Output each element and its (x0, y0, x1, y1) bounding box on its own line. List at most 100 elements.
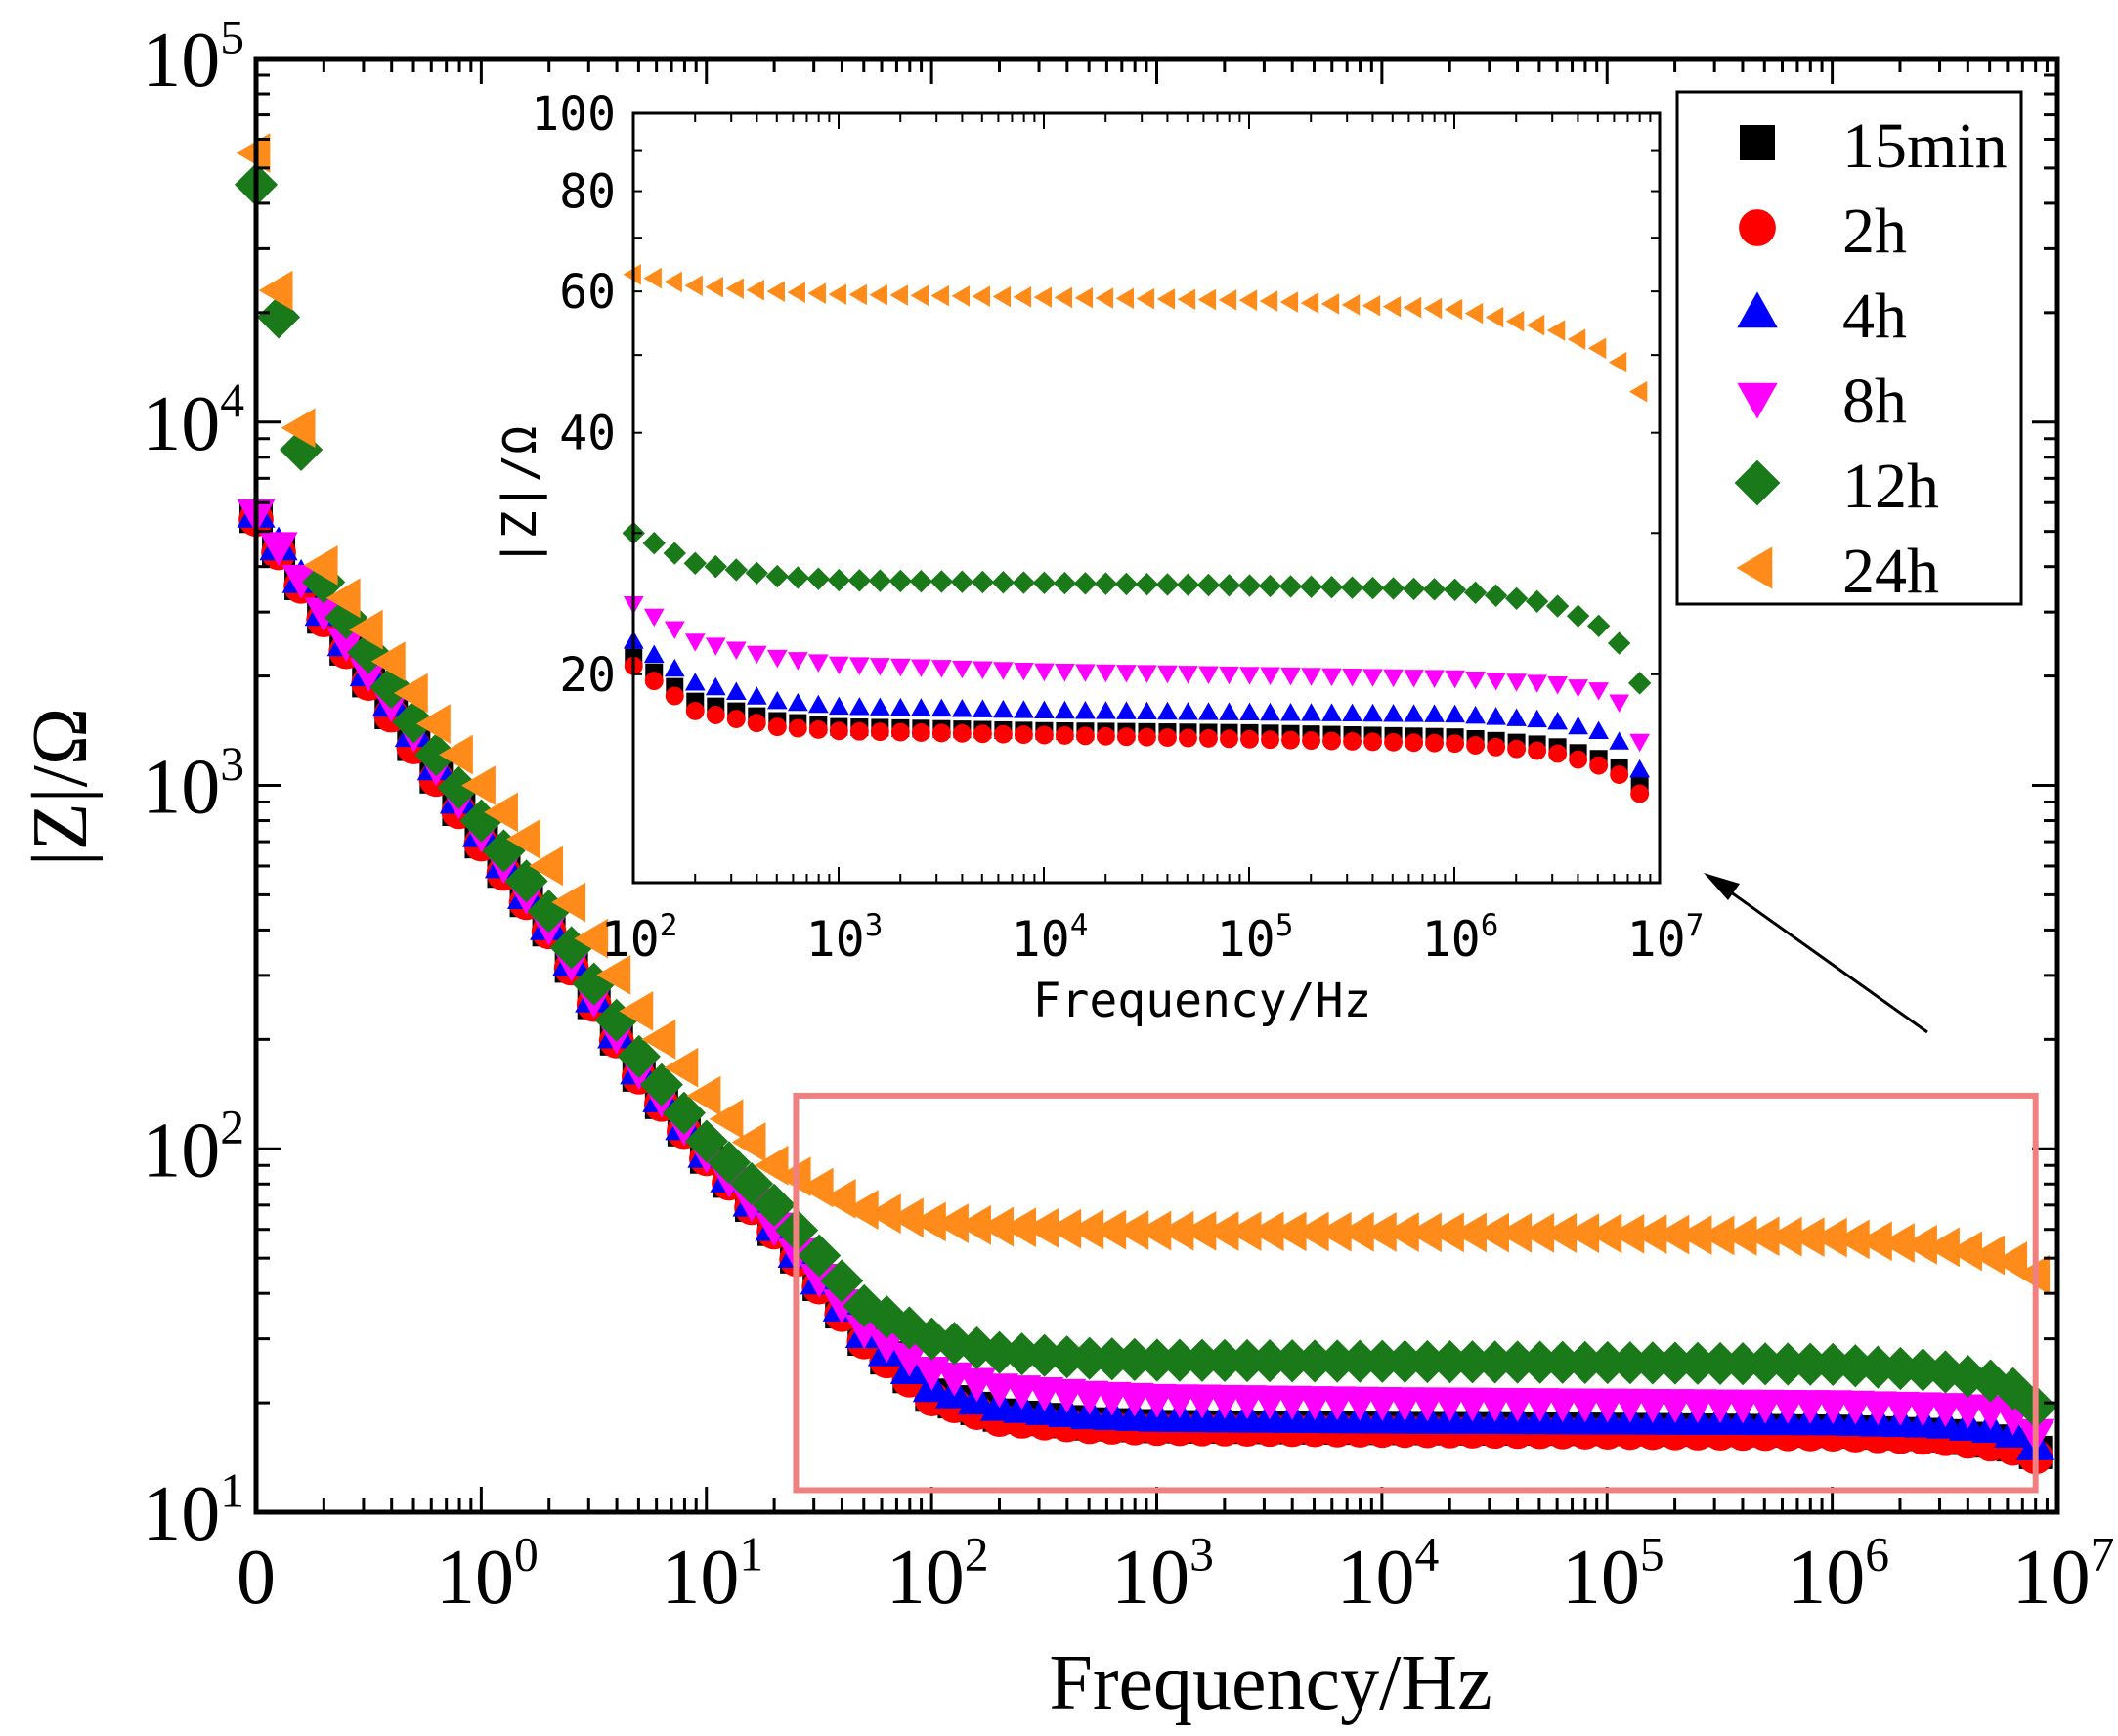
data-point (806, 567, 831, 590)
data-point (1589, 756, 1609, 775)
data-point (888, 1197, 924, 1238)
x-tick-label: 100 (436, 1527, 539, 1621)
data-point (1363, 732, 1382, 752)
data-point (929, 570, 954, 593)
data-point (1014, 700, 1034, 718)
main-x-axis-label: Frequency/Hz (1049, 1640, 1491, 1726)
data-point (1012, 571, 1036, 594)
data-point (755, 1212, 794, 1247)
data-point (1053, 571, 1077, 595)
inset-x-tick-label: 104 (1012, 908, 1089, 968)
data-point (1834, 1344, 1878, 1388)
data-point (1610, 1213, 1645, 1254)
data-point (684, 1119, 729, 1163)
data-point (1220, 729, 1238, 749)
data-point (392, 700, 436, 744)
x-tick-label: 101 (661, 1527, 763, 1621)
legend-label: 2h (1842, 195, 1907, 267)
data-point (820, 1259, 864, 1303)
data-point (709, 1099, 744, 1140)
inset-y-tick-label: 40 (559, 407, 616, 461)
data-point (952, 723, 972, 743)
data-point (1700, 1215, 1735, 1256)
inset-x-axis-label: Frequency/Hz (1033, 974, 1372, 1028)
data-point (706, 706, 725, 724)
data-point (1767, 1216, 1802, 1257)
inset-x-tick-label: 105 (1217, 908, 1294, 968)
legend-item-2h: 2h (1739, 195, 1907, 267)
data-point (729, 1161, 774, 1206)
data-point (1013, 286, 1032, 308)
data-point (766, 649, 788, 669)
data-point (482, 829, 526, 873)
data-point (1055, 725, 1074, 745)
data-point (1404, 704, 1424, 722)
data-point (1362, 1212, 1397, 1252)
data-point (1565, 1213, 1600, 1254)
legend-frame (1675, 90, 2023, 606)
data-point (705, 276, 723, 298)
data-point (1383, 669, 1404, 688)
data-point (619, 990, 654, 1031)
data-point (1609, 694, 1629, 713)
data-point (1301, 668, 1321, 686)
data-point (1361, 576, 1385, 600)
data-point (1342, 703, 1362, 722)
data-point (991, 571, 1016, 594)
data-point (527, 890, 571, 933)
data-point (1630, 784, 1650, 803)
data-point (664, 621, 685, 639)
data-point (725, 681, 747, 700)
data-point (1032, 571, 1057, 595)
data-point (506, 819, 541, 859)
data-point (807, 694, 829, 714)
data-point (236, 133, 271, 173)
data-point (1857, 1221, 1892, 1262)
data-point (1445, 670, 1465, 689)
data-point (1069, 1209, 1104, 1250)
data-point (1608, 351, 1627, 373)
data-point (930, 284, 950, 307)
data-point (867, 1328, 906, 1364)
data-point (1585, 1340, 1629, 1385)
data-point (890, 722, 910, 742)
data-point (1055, 664, 1075, 682)
data-point (1075, 664, 1096, 682)
data-point (1497, 1212, 1533, 1253)
data-point (849, 721, 869, 741)
data-point (1182, 1210, 1217, 1251)
data-point (1112, 1337, 1156, 1381)
data-point (1302, 731, 1320, 751)
data-point (972, 285, 991, 308)
inset-series-12h (622, 521, 1652, 695)
data-point (1157, 665, 1178, 684)
data-point (1628, 380, 1648, 403)
data-point (746, 686, 767, 705)
data-point (1384, 1212, 1419, 1252)
data-point (1138, 727, 1156, 747)
data-point (683, 551, 707, 576)
data-point (1260, 667, 1280, 686)
data-point (1627, 672, 1652, 695)
data-point (1465, 705, 1486, 724)
data-point (787, 652, 808, 671)
data-point (664, 271, 682, 293)
data-point (752, 1183, 797, 1227)
data-point (1923, 1350, 1967, 1394)
data-point (1219, 666, 1239, 685)
data-point (348, 609, 383, 650)
data-point (1444, 298, 1463, 321)
data-point (847, 569, 872, 592)
data-point (1506, 708, 1527, 726)
series-12h (234, 162, 2057, 1429)
data-point (1116, 665, 1137, 683)
data-point (459, 799, 503, 843)
data-point (643, 644, 665, 663)
data-point (848, 697, 870, 716)
data-point (1766, 1342, 1810, 1386)
y-tick-label: 102 (142, 1101, 244, 1194)
legend-item-4h: 4h (1737, 281, 1907, 352)
data-point (349, 658, 388, 693)
data-point (1067, 1336, 1111, 1380)
data-point (326, 628, 366, 663)
